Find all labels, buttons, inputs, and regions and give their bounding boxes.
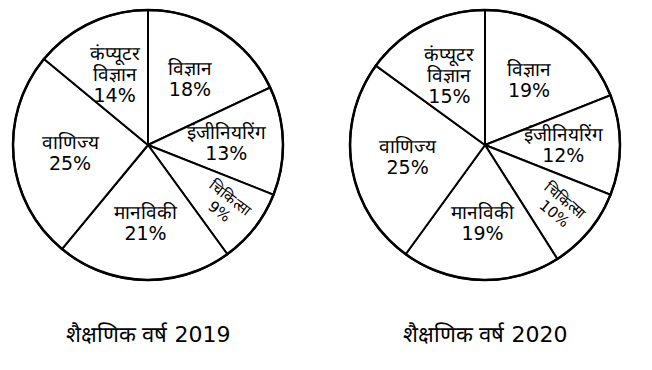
chart-title: शैक्षणिक वर्ष 2019 bbox=[66, 322, 231, 347]
category-label: मानविकी bbox=[451, 201, 515, 223]
slice-label: इंजीनियरिंग12% bbox=[524, 123, 603, 166]
value-label: 21% bbox=[124, 222, 166, 244]
pie-slice bbox=[485, 10, 611, 145]
category-line: इंजीनियरिंग bbox=[524, 123, 603, 145]
category-label: मानविकी bbox=[114, 201, 178, 223]
figure: विज्ञान18%इंजीनियरिंग13%चिकित्सा9%मानविक… bbox=[0, 0, 652, 370]
slice-label: चिकित्सा9% bbox=[195, 176, 255, 234]
value-label: 15% bbox=[428, 85, 470, 107]
slice-label: इंजीनियरिंग13% bbox=[187, 121, 266, 164]
slice-label: वाणिज्य25% bbox=[379, 135, 437, 178]
category-line: विज्ञान bbox=[93, 63, 137, 85]
category-label: इंजीनियरिंग bbox=[187, 121, 266, 143]
slice-label: मानविकी19% bbox=[451, 201, 515, 244]
value-label: 13% bbox=[205, 142, 247, 164]
category-label: कंप्यूटरविज्ञान bbox=[90, 42, 141, 85]
pie-outline bbox=[13, 10, 283, 280]
chart-title: शैक्षणिक वर्ष 2020 bbox=[403, 322, 568, 347]
category-line: मानविकी bbox=[451, 201, 515, 223]
pie-slice bbox=[44, 10, 148, 145]
slice-label: कंप्यूटरविज्ञान14% bbox=[90, 42, 141, 106]
pie-chart: विज्ञान19%इंजीनियरिंग12%चिकित्सा10%मानवि… bbox=[350, 10, 620, 280]
category-label: विज्ञान bbox=[507, 58, 551, 80]
category-label: कंप्यूटरविज्ञान bbox=[424, 43, 475, 86]
category-line: विज्ञान bbox=[168, 57, 212, 79]
value-label: 25% bbox=[49, 152, 91, 174]
category-line: वाणिज्य bbox=[42, 131, 100, 153]
slice-label: विज्ञान18% bbox=[168, 57, 212, 100]
pie-slice bbox=[376, 10, 485, 145]
slice-label: चिकित्सा10% bbox=[530, 178, 590, 236]
value-label: 14% bbox=[94, 84, 136, 106]
category-line: विज्ञान bbox=[427, 64, 471, 86]
value-label: 19% bbox=[461, 222, 503, 244]
category-line: मानविकी bbox=[114, 201, 178, 223]
value-label: 12% bbox=[542, 144, 584, 166]
value-label: 10% bbox=[536, 196, 573, 231]
category-label: वाणिज्य bbox=[379, 135, 437, 157]
value-label: 25% bbox=[387, 156, 429, 178]
category-label: विज्ञान bbox=[168, 57, 212, 79]
category-line: वाणिज्य bbox=[379, 135, 437, 157]
pie-chart: विज्ञान18%इंजीनियरिंग13%चिकित्सा9%मानविक… bbox=[13, 10, 283, 280]
value-label: 9% bbox=[205, 197, 235, 226]
value-label: 19% bbox=[508, 79, 550, 101]
slice-label: कंप्यूटरविज्ञान15% bbox=[424, 43, 475, 107]
category-label: इंजीनियरिंग bbox=[524, 123, 603, 145]
slice-label: मानविकी21% bbox=[114, 201, 178, 244]
category-label: वाणिज्य bbox=[42, 131, 100, 153]
slice-label: विज्ञान19% bbox=[507, 58, 551, 101]
category-line: विज्ञान bbox=[507, 58, 551, 80]
value-label: 18% bbox=[169, 78, 211, 100]
category-line: इंजीनियरिंग bbox=[187, 121, 266, 143]
pie-slice bbox=[148, 10, 270, 145]
pie-outline bbox=[350, 10, 620, 280]
slice-label: वाणिज्य25% bbox=[42, 131, 100, 174]
